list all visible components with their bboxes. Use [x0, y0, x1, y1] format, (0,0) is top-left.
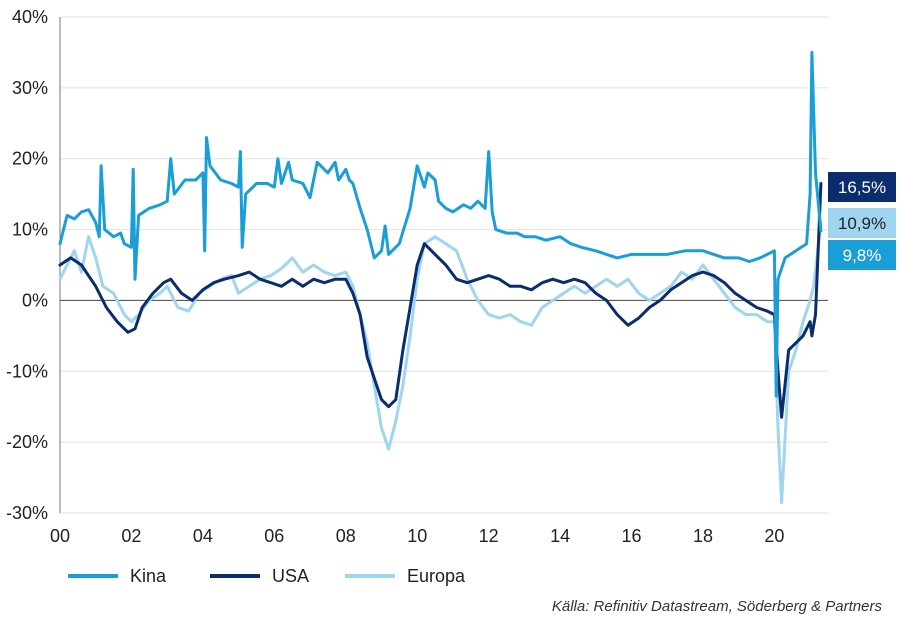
end-label-usa: 16,5% — [828, 172, 896, 202]
x-tick-label: 12 — [479, 526, 499, 546]
x-tick-label: 10 — [407, 526, 427, 546]
legend-label: Kina — [130, 566, 167, 586]
end-label-text: 10,9% — [838, 214, 886, 233]
y-tick-label: 20% — [12, 149, 48, 169]
y-tick-label: -20% — [6, 432, 48, 452]
legend-item-usa: USA — [210, 566, 309, 586]
x-tick-label: 02 — [121, 526, 141, 546]
legend-item-kina: Kina — [68, 566, 167, 586]
legend: Kina USA Europa — [68, 566, 466, 586]
end-label-box — [828, 208, 896, 238]
y-tick-label: 30% — [12, 78, 48, 98]
x-tick-label: 20 — [764, 526, 784, 546]
legend-label: USA — [272, 566, 309, 586]
series-line-usa — [58, 182, 823, 419]
x-axis-ticks: 00 02 04 06 08 10 12 14 16 18 20 — [50, 526, 784, 546]
end-label-europa: 10,9% — [828, 208, 896, 238]
legend-label: Europa — [407, 566, 466, 586]
x-tick-label: 08 — [336, 526, 356, 546]
y-tick-label: -10% — [6, 361, 48, 381]
end-label-text: 16,5% — [838, 178, 886, 197]
series-line-kina — [58, 50, 823, 398]
x-tick-label: 00 — [50, 526, 70, 546]
end-label-kina: 9,8% — [828, 240, 896, 270]
x-tick-label: 06 — [264, 526, 284, 546]
end-label-text: 9,8% — [843, 246, 882, 265]
x-tick-label: 18 — [693, 526, 713, 546]
series-lines — [58, 50, 823, 504]
y-tick-label: 10% — [12, 220, 48, 240]
y-tick-label: 0% — [22, 290, 48, 310]
x-tick-label: 16 — [622, 526, 642, 546]
y-gridlines — [60, 16, 828, 514]
end-label-box — [828, 172, 896, 202]
x-tick-label: 04 — [193, 526, 213, 546]
x-tick-label: 14 — [550, 526, 570, 546]
source-note: Källa: Refinitiv Datastream, Söderberg &… — [551, 598, 882, 615]
legend-item-europa: Europa — [345, 566, 466, 586]
end-value-labels: 16,5% 10,9% 9,8% — [828, 172, 896, 270]
y-tick-label: -30% — [6, 503, 48, 523]
series-line-europa — [58, 221, 823, 504]
y-axis-ticks: -30% -20% -10% 0% 10% 20% 30% 40% — [6, 7, 48, 523]
y-tick-label: 40% — [12, 7, 48, 27]
end-label-box — [828, 240, 896, 270]
